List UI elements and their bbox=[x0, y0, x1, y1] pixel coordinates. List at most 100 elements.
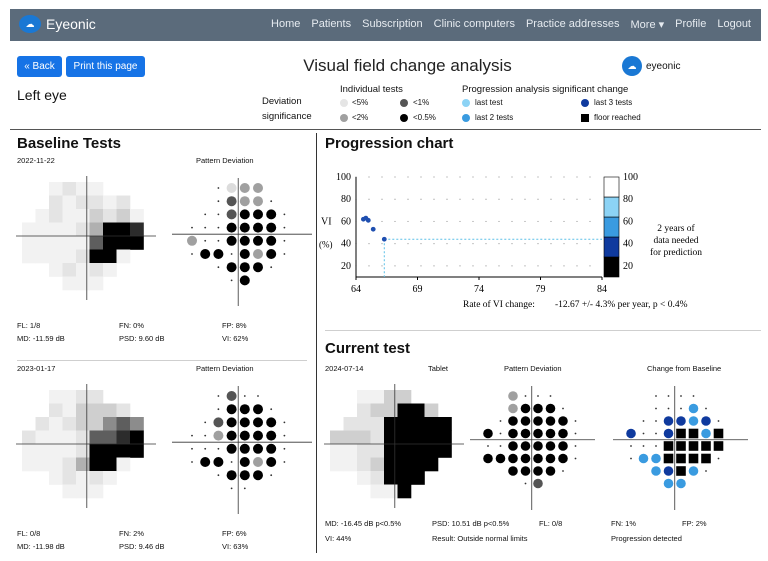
current-psd: PSD: 10.51 dB p<0.5% bbox=[432, 519, 510, 528]
grid-dot bbox=[381, 198, 383, 200]
nav-home[interactable]: Home bbox=[271, 18, 301, 30]
gray-cell bbox=[357, 403, 371, 418]
baseline1-psd: PSD: 9.60 dB bbox=[119, 334, 165, 343]
gray-cell bbox=[49, 430, 63, 445]
legend-swatch-last-test bbox=[462, 99, 470, 107]
gray-cell bbox=[116, 417, 131, 431]
gray-cell bbox=[22, 457, 36, 472]
grid-dot bbox=[576, 243, 578, 245]
dot-marker bbox=[676, 416, 686, 426]
brand[interactable]: ☁ Eyeonic bbox=[19, 15, 96, 33]
grid-dot bbox=[394, 176, 396, 178]
dot-marker bbox=[226, 235, 237, 246]
dot-marker bbox=[508, 466, 518, 476]
grid-dot bbox=[407, 176, 409, 178]
grid-dot bbox=[420, 176, 422, 178]
dot-marker bbox=[187, 235, 197, 246]
dot-small bbox=[574, 445, 577, 447]
dot-marker bbox=[226, 196, 237, 207]
dot-small bbox=[283, 434, 286, 437]
brand-name: Eyeonic bbox=[46, 16, 96, 32]
gray-cell bbox=[130, 417, 144, 431]
dot-marker bbox=[266, 222, 277, 233]
data-point bbox=[381, 236, 387, 242]
dot-small bbox=[191, 226, 193, 229]
gray-cell bbox=[116, 403, 131, 418]
gray-cell bbox=[89, 263, 104, 277]
legend-label-last-3-tests: last 3 tests bbox=[594, 98, 633, 107]
dot-marker bbox=[638, 453, 649, 464]
dot-small bbox=[217, 226, 220, 229]
nav-subscription[interactable]: Subscription bbox=[362, 18, 423, 30]
dot-marker bbox=[545, 428, 556, 439]
print-button[interactable]: Print this page bbox=[66, 56, 145, 77]
gray-cell bbox=[103, 236, 117, 250]
grid-dot bbox=[485, 176, 487, 178]
grid-dot bbox=[576, 176, 578, 178]
dot-marker bbox=[558, 441, 568, 451]
x-tick-label: 64 bbox=[351, 284, 361, 295]
gray-cell bbox=[411, 417, 425, 431]
y-tick-label: 20 bbox=[341, 261, 351, 272]
dot-marker bbox=[239, 183, 250, 193]
dot-marker bbox=[239, 417, 250, 428]
dot-small bbox=[499, 420, 502, 422]
gray-cell bbox=[89, 195, 104, 210]
nav-logout[interactable]: Logout bbox=[717, 18, 751, 30]
dot-marker bbox=[226, 470, 237, 481]
grid-dot bbox=[433, 176, 435, 178]
gray-cell bbox=[89, 444, 104, 458]
grid-dot bbox=[537, 243, 539, 245]
gray-cell bbox=[49, 417, 63, 431]
rate-label: Rate of VI change: bbox=[463, 299, 535, 310]
baseline2-fn: FN: 2% bbox=[119, 529, 145, 538]
gray-cell bbox=[397, 484, 412, 499]
dot-marker bbox=[508, 403, 518, 414]
dot-marker bbox=[688, 466, 699, 476]
dot-marker bbox=[533, 441, 543, 451]
current-change-from-baseline bbox=[613, 386, 748, 510]
legend-label-last-2-tests: last 2 tests bbox=[475, 113, 514, 122]
baseline1-pattern-deviation bbox=[172, 178, 312, 306]
grid-dot bbox=[407, 243, 409, 245]
dot-marker bbox=[533, 478, 543, 489]
gray-cell bbox=[22, 430, 36, 445]
baseline-divider bbox=[17, 360, 307, 361]
gray-cell bbox=[397, 417, 412, 431]
x-tick-label: 69 bbox=[413, 284, 423, 295]
dot-small bbox=[642, 445, 645, 447]
navbar: ☁ Eyeonic Home Patients Subscription Cli… bbox=[10, 9, 761, 41]
nav-patients[interactable]: Patients bbox=[311, 18, 352, 30]
dot-marker bbox=[545, 403, 556, 414]
nav-clinic-computers[interactable]: Clinic computers bbox=[433, 18, 515, 30]
grid-dot bbox=[446, 243, 448, 245]
gray-cell bbox=[330, 444, 344, 458]
dot-marker bbox=[266, 209, 277, 220]
gray-cell bbox=[343, 444, 358, 458]
floor-square bbox=[663, 453, 674, 464]
grid-dot bbox=[524, 220, 526, 223]
gray-cell bbox=[49, 222, 63, 237]
deviation-label: Deviation significance bbox=[262, 96, 312, 122]
dot-marker bbox=[226, 222, 237, 233]
nav-more-dropdown[interactable]: More ▾ bbox=[630, 19, 665, 31]
gray-cell bbox=[370, 457, 385, 472]
dot-small bbox=[705, 470, 707, 472]
legend-label-1pct: <1% bbox=[413, 98, 430, 107]
grid-dot bbox=[537, 265, 539, 267]
gray-cell bbox=[384, 471, 398, 485]
floor-square bbox=[676, 466, 686, 476]
gray-cell bbox=[384, 403, 398, 418]
nav-practice-addresses[interactable]: Practice addresses bbox=[525, 18, 620, 30]
gray-cell bbox=[397, 457, 412, 472]
y-tick-label: 100 bbox=[336, 172, 351, 183]
gray-cell bbox=[411, 457, 425, 472]
x-tick-label: 74 bbox=[474, 284, 484, 295]
dot-marker bbox=[545, 441, 556, 451]
back-button[interactable]: « Back bbox=[17, 56, 62, 77]
gray-cell bbox=[103, 403, 117, 418]
dot-marker bbox=[253, 457, 263, 467]
gray-cell bbox=[62, 444, 77, 458]
gray-cell bbox=[130, 430, 144, 445]
nav-profile[interactable]: Profile bbox=[675, 18, 707, 30]
